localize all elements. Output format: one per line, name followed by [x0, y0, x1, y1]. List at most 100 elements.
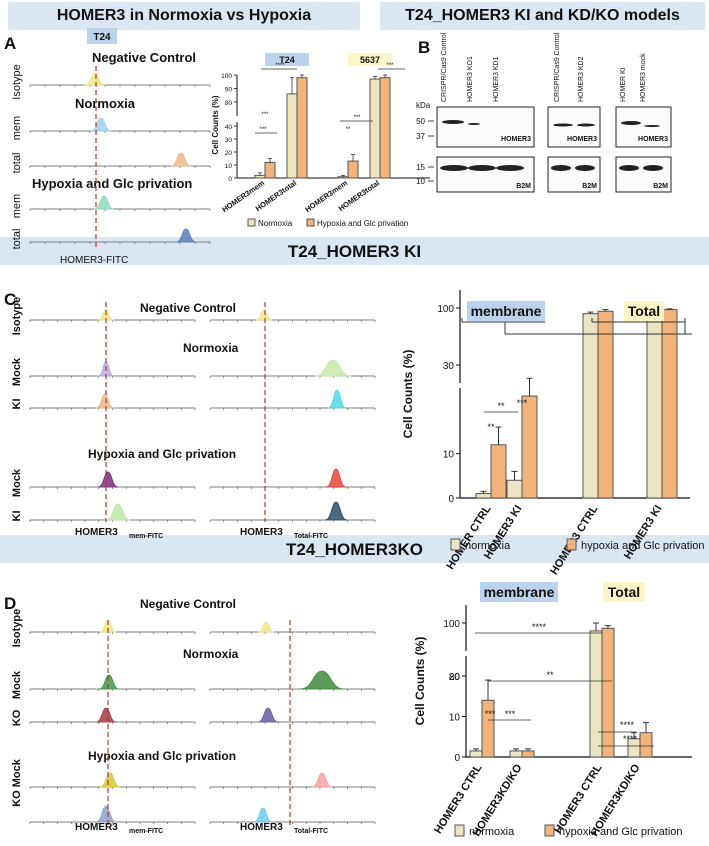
panel-a-ytick-label: 80 — [225, 100, 233, 107]
panel-a-ytick-label: 10 — [225, 163, 233, 170]
panel-a-peak-4 — [175, 228, 197, 243]
panel-a-plot-break — [238, 116, 438, 122]
t24-tag-label: T24 — [93, 32, 111, 43]
panel-d-sig: **** — [620, 720, 635, 730]
panel-a-row-label-3: mem — [11, 194, 23, 218]
panel-d-peak-right-0 — [257, 621, 275, 633]
panel-b-loading-label-1: B2M — [582, 183, 597, 190]
panel-a-bar — [286, 93, 298, 179]
panel-c-row-label-1: Mock — [11, 357, 23, 386]
panel-a-sig: *** — [353, 115, 361, 121]
panel-c-row-label-0: Isotype — [11, 297, 23, 336]
panel-c-legend-swatch-normoxia — [450, 538, 461, 551]
panel-d-section-negative: Negative Control — [140, 597, 236, 611]
panel-d-bar — [521, 750, 535, 758]
panel-a-title-band: HOMER3 in Normoxia vs Hypoxia — [8, 2, 360, 30]
panel-c-sig: *** — [517, 398, 528, 408]
panel-b-lane-label: CRISPR/Cas9 Control — [441, 32, 448, 102]
panel-d-x-label-mem: HOMER3 — [75, 822, 118, 833]
panel-c-bar — [661, 309, 678, 499]
panel-d-sig: *** — [485, 709, 496, 719]
panel-b-letter: B — [418, 38, 431, 57]
panel-b-b2m-band — [643, 165, 663, 171]
panel-c-section-hypoxia: Hypoxia and Glc privation — [88, 447, 236, 461]
panel-b-blot-bottom-1 — [547, 156, 601, 193]
panel-c-section-negative: Negative Control — [140, 301, 236, 315]
panel-a-section-hypoxia: Hypoxia and Glc privation — [32, 176, 192, 191]
panel-a-peak-2 — [170, 152, 192, 167]
panel-d-sig: *** — [505, 709, 516, 719]
panel-d-bar — [601, 627, 615, 758]
panel-a-y-label: Cell Counts (%) — [211, 95, 220, 154]
panel-b-kda-label: kDa — [416, 101, 431, 110]
panel-a-group-tag-0 — [265, 53, 309, 66]
panel-c-group-tag-membrane — [467, 301, 545, 321]
panel-b-lane-label: HOMER3 mock — [640, 53, 647, 102]
panel-b-band-label-1: HOMER3 — [567, 136, 597, 143]
panel-d-group-tag-total — [603, 582, 645, 602]
panel-d-ytick-label: 10 — [449, 713, 461, 724]
panel-d-section-normoxia: Normoxia — [183, 647, 239, 661]
panel-a-row-label-4: total — [11, 229, 23, 250]
panel-d-sig: **** — [532, 622, 547, 632]
panel-c-row-label-2: KI — [11, 399, 23, 410]
panel-b-lane-label: CRISPR/Cas9 Control — [554, 32, 561, 102]
panel-c-peak-right-2 — [327, 389, 347, 409]
panel-c-group-tag-total — [624, 301, 664, 321]
panel-d-sig: ** — [546, 670, 554, 680]
panel-c-section-normoxia: Normoxia — [183, 341, 239, 355]
panel-a-peak-3 — [93, 195, 115, 210]
panel-b-marker-3: 10 — [416, 177, 425, 186]
panel-d-bar — [639, 732, 653, 758]
panel-c-peak-left-4 — [105, 503, 131, 521]
panel-c-bar — [597, 310, 614, 499]
panel-c-ytick-label: 30 — [443, 361, 455, 372]
panel-a-peak-0 — [84, 72, 106, 86]
panel-b-b2m-band — [575, 165, 595, 171]
panel-b-b2m-band — [496, 165, 524, 171]
panel-a-bar — [347, 160, 359, 179]
panel-a-sig: *** — [261, 112, 269, 118]
panel-c-group-label-total: Total — [628, 303, 660, 319]
panel-d-peak-left-4 — [95, 805, 117, 823]
panel-c-axis-break — [454, 383, 690, 388]
panel-d-bar — [509, 750, 523, 758]
panel-b-loading-label-2: B2M — [653, 183, 668, 190]
panel-d-legend-swatch-normoxia — [454, 824, 465, 837]
panel-c-title: T24_HOMER3 KI — [287, 242, 422, 261]
panel-c-letter: C — [4, 290, 17, 309]
panel-c-category-label: HOMER3 KI — [622, 503, 665, 561]
panel-d-letter: D — [4, 594, 17, 613]
panel-b-homer3-band — [553, 123, 573, 127]
panel-a-bar — [296, 77, 308, 179]
panel-d-ytick-label: 80 — [449, 672, 461, 683]
panel-c-row-label-3: Mock — [11, 468, 23, 497]
panel-a-section-normoxia: Normoxia — [75, 96, 136, 111]
panel-b-homer3-band — [577, 123, 595, 127]
panel-c-sig: ** — [487, 422, 495, 432]
panel-c-ytick-label: 100 — [437, 304, 454, 315]
panel-b-blot-bottom-0 — [436, 156, 535, 193]
panel-c-bar — [582, 313, 599, 499]
t24-tag-box — [87, 28, 117, 44]
panel-d-peak-right-2 — [257, 707, 279, 723]
panel-c-row-label-4: KI — [11, 511, 23, 522]
panel-d-peak-left-2 — [95, 707, 117, 723]
panel-a-title: HOMER3 in Normoxia vs Hypoxia — [56, 7, 312, 24]
panel-c-legend-hypoxia: hypoxia and Glc privation — [581, 540, 705, 552]
panel-b-lane-label: HOMER3 KD2 — [578, 56, 585, 102]
panel-a-ytick-label: 30 — [225, 137, 233, 144]
panel-c-x-label-mem-sub: mem-FITC — [129, 533, 163, 540]
panel-a-ytick-label: 100 — [221, 73, 232, 80]
panel-d-row-label-1: Mock — [11, 670, 23, 699]
panel-c-x-label-mem: HOMER3 — [75, 527, 118, 538]
panel-b-homer3-band — [468, 123, 480, 125]
panel-d-sig: **** — [623, 734, 638, 744]
panel-d-y-label: Cell Counts (%) — [413, 637, 427, 726]
panel-a-legend-hypoxia: Hypoxia and Glc privation — [317, 219, 408, 228]
panel-c-bar — [646, 309, 663, 499]
panel-b-blot-top-0 — [436, 106, 535, 148]
panel-b-loading-label-0: B2M — [516, 183, 531, 190]
panel-d-peak-right-4 — [253, 807, 273, 823]
